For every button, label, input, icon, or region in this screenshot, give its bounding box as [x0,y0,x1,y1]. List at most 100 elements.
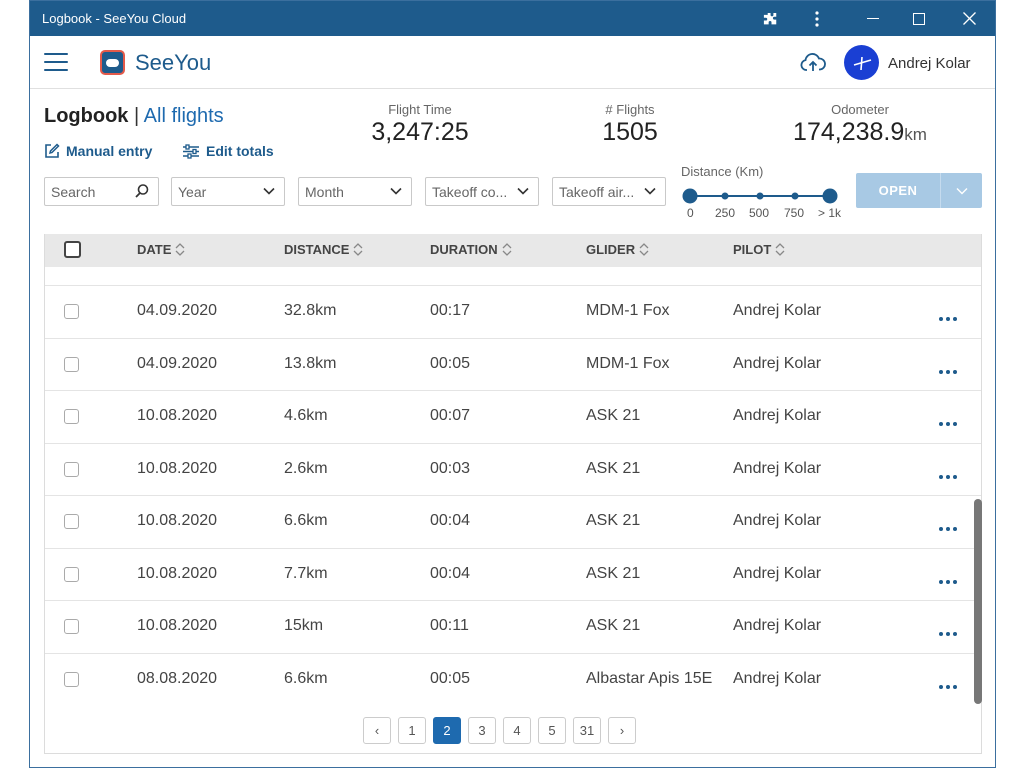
table-row[interactable]: 04.09.2020 13.8km 00:05 MDM-1 Fox Andrej Kol… [45,337,981,390]
chevron-down-icon [263,187,275,195]
distance-range-slider[interactable] [682,186,842,206]
cell-duration: 00:04 [430,512,471,529]
page-button-31[interactable]: 31 [573,717,601,744]
cell-date: 04.09.2020 [137,354,218,372]
prev-page-button[interactable]: ‹ [363,717,391,744]
app-window: Logbook - SeeYou Cloud SeeYou Andrej Kol… [29,0,996,768]
cell-distance: 15km [284,617,324,634]
cell-glider: Albastar Apis 15E [586,669,713,687]
row-more-icon[interactable] [939,518,961,531]
row-checkbox[interactable] [64,461,79,477]
cell-pilot: Andrej Kolar [733,617,822,634]
column-header-distance[interactable]: DISTANCE [284,242,363,257]
extensions-icon[interactable] [748,1,794,36]
cell-glider: ASK 21 [586,459,641,477]
cell-distance: 32.8km [284,302,337,319]
cell-distance: 2.6km [284,459,328,477]
edit-totals-label: Edit totals [206,143,274,159]
scrollbar-thumb[interactable] [974,499,982,704]
flight-time-stat: Flight Time 3,247:25 [360,102,480,147]
column-label: DISTANCE [284,242,350,257]
row-checkbox[interactable] [64,514,79,529]
table-row[interactable]: 10.08.2020 7.7km 00:04 ASK 21 Andrej Kolar [45,547,981,600]
table-row[interactable]: 10.08.2020 4.6km 00:07 ASK 21 Andrej Kolar [45,390,981,442]
row-more-icon[interactable] [939,571,961,584]
row-more-icon[interactable] [939,676,961,689]
cell-date: 10.08.2020 [137,564,218,582]
row-checkbox[interactable] [64,671,79,687]
column-label: GLIDER [586,242,636,257]
cell-glider: MDM-1 Fox [586,354,670,372]
distance-tick: 750 [784,206,805,220]
takeoff-airport-select[interactable]: Takeoff air... [552,177,666,206]
maximize-icon[interactable] [896,1,942,36]
column-header-duration[interactable]: DURATION [430,242,512,257]
cell-date: 08.08.2020 [137,669,218,687]
close-icon[interactable] [946,1,992,36]
row-checkbox[interactable] [64,304,79,319]
month-select[interactable]: Month [298,177,412,206]
search-input[interactable]: Search [44,177,159,206]
table-row[interactable]: 10.08.2020 2.6km 00:03 ASK 21 Andrej Kolar [45,442,981,495]
odometer-value: 174,238.9 [793,118,905,146]
more-vertical-icon[interactable] [794,1,840,36]
flights-count-label: # Flights [605,102,655,117]
user-name[interactable]: Andrej Kolar [888,55,971,72]
row-more-icon[interactable] [939,623,961,636]
manual-entry-button[interactable]: Manual entry [44,143,152,159]
avatar[interactable] [844,45,879,80]
cell-distance: 6.6km [284,669,328,687]
row-more-icon[interactable] [939,308,961,321]
open-dropdown-button[interactable] [941,173,982,208]
table-row[interactable]: 10.08.2020 6.6km 00:04 ASK 21 Andrej Kolar [45,495,981,547]
open-button[interactable]: OPEN [856,173,941,208]
cell-duration: 00:05 [430,354,471,372]
cell-distance: 7.7km [284,564,328,582]
row-more-icon[interactable] [939,361,961,374]
range-min-handle[interactable] [682,188,698,204]
page-button-3[interactable]: 3 [468,717,496,744]
manual-entry-label: Manual entry [66,143,153,159]
takeoff-country-value: Takeoff co... [432,183,508,200]
odometer-label: Odometer [831,102,889,117]
minimize-icon[interactable] [850,1,896,36]
table-row[interactable]: 10.08.2020 15km 00:11 ASK 21 Andrej Kolar [45,600,981,652]
sort-icon [175,243,185,256]
search-icon[interactable] [134,183,150,199]
cell-distance: 4.6km [284,407,328,424]
takeoff-airport-value: Takeoff air... [559,183,635,200]
edit-totals-button[interactable]: Edit totals [182,143,274,159]
cell-glider: ASK 21 [586,617,641,634]
column-header-date[interactable]: DATE [137,242,185,257]
table-row[interactable]: 08.08.2020 6.6km 00:05 Albastar Apis 15E And… [45,652,981,705]
all-flights-link[interactable]: All flights [143,105,224,127]
cloud-upload-icon[interactable] [800,52,826,74]
cell-pilot: Andrej Kolar [733,564,822,582]
page-button-1[interactable]: 1 [398,717,426,744]
page-button-4[interactable]: 4 [503,717,531,744]
row-checkbox[interactable] [64,619,79,634]
column-header-glider[interactable]: GLIDER [586,242,649,257]
chevron-down-icon [517,187,529,195]
open-split-button: OPEN [856,173,982,208]
menu-icon[interactable] [44,53,68,71]
row-checkbox[interactable] [64,566,79,582]
takeoff-country-select[interactable]: Takeoff co... [425,177,539,206]
distance-tick: 0 [687,206,694,220]
row-checkbox[interactable] [64,409,79,424]
row-more-icon[interactable] [939,413,961,426]
next-page-button[interactable]: › [608,717,636,744]
page-button-5[interactable]: 5 [538,717,566,744]
select-all-checkbox[interactable] [64,241,81,258]
chevron-down-icon [390,187,402,195]
year-select[interactable]: Year [171,177,285,206]
range-max-handle[interactable] [822,188,838,204]
odometer-stat: Odometer 174,238.9km [775,102,945,147]
column-header-pilot[interactable]: PILOT [733,242,785,257]
cell-date: 04.09.2020 [137,302,218,319]
table-row[interactable]: 04.09.2020 32.8km 00:17 MDM-1 Fox Andrej Kol… [45,285,981,337]
row-more-icon[interactable] [939,466,961,479]
page-button-2[interactable]: 2 [433,717,461,744]
flights-count-stat: # Flights 1505 [575,102,685,147]
row-checkbox[interactable] [64,356,79,372]
